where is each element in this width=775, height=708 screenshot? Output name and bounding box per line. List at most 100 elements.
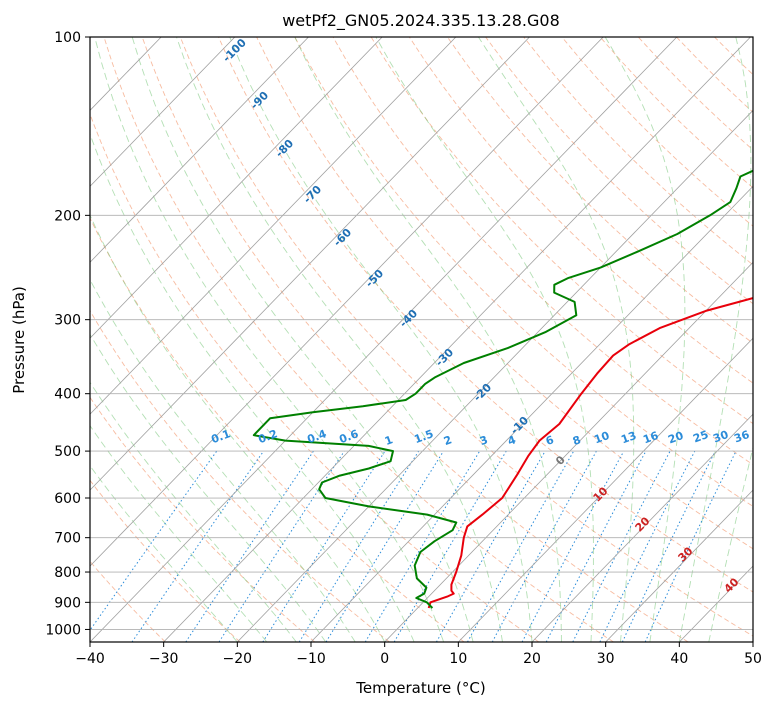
y-tick-label: 900 bbox=[54, 595, 81, 611]
moist-adiabat bbox=[604, 37, 686, 642]
moist-adiabat bbox=[229, 37, 533, 642]
mixing-ratio-label: 16 bbox=[641, 429, 660, 447]
moist-adiabat bbox=[294, 37, 562, 642]
y-tick-label: 100 bbox=[54, 30, 81, 46]
mixing-ratio-label: 25 bbox=[691, 428, 710, 445]
dry-adiabat bbox=[141, 37, 689, 642]
y-axis-label: Pressure (hPa) bbox=[10, 286, 28, 394]
isotherm bbox=[90, 37, 236, 187]
plot-frame bbox=[89, 36, 754, 643]
mixing-ratio-line bbox=[218, 450, 345, 642]
x-tick-label: 50 bbox=[744, 651, 762, 667]
moist-adiabat bbox=[94, 37, 445, 642]
y-tick-label: 300 bbox=[54, 313, 81, 329]
moist-adiabat bbox=[90, 132, 415, 642]
x-tick-label: −40 bbox=[75, 651, 105, 667]
y-tick-label: 1000 bbox=[45, 622, 81, 638]
series-line-1 bbox=[427, 297, 753, 609]
background-lines bbox=[90, 37, 753, 642]
dry-adiabat bbox=[90, 396, 315, 642]
moist-adiabat bbox=[90, 214, 386, 642]
y-tick-label: 800 bbox=[54, 565, 81, 581]
isotherm bbox=[90, 37, 678, 642]
mixing-ratio-label: 13 bbox=[619, 429, 638, 446]
isotherm bbox=[90, 37, 309, 263]
isotherm bbox=[605, 489, 753, 642]
dry-adiabat bbox=[90, 560, 166, 642]
isotherm bbox=[237, 109, 753, 642]
isotherm bbox=[90, 37, 604, 567]
moist-adiabat bbox=[90, 465, 238, 642]
mixing-ratio-label: 4 bbox=[506, 433, 518, 448]
dry-adiabat bbox=[332, 37, 753, 466]
moist-adiabat bbox=[90, 424, 268, 642]
chart-title: wetPf2_GN05.2024.335.13.28.G08 bbox=[282, 11, 560, 31]
mixing-ratio-line bbox=[185, 450, 314, 642]
grid-lines bbox=[90, 37, 753, 642]
series-line-2 bbox=[252, 169, 753, 609]
x-axis-ticks: −40 −30 −20 −10 0 10 20 30 40 50 bbox=[75, 642, 762, 667]
dry-adiabat bbox=[90, 309, 390, 642]
dry-adiabat bbox=[90, 112, 540, 642]
mixing-ratio-label: 0.1 bbox=[209, 427, 232, 446]
mixing-ratio-line bbox=[325, 450, 444, 642]
mixing-ratio-label: 0.4 bbox=[305, 427, 328, 446]
y-tick-label: 600 bbox=[54, 491, 81, 507]
x-axis-label: Temperature (°C) bbox=[355, 679, 485, 697]
mixing-ratio-label: 1 bbox=[383, 433, 395, 448]
mixing-ratio-label: 0.6 bbox=[337, 427, 360, 446]
mixing-ratio-label: 2 bbox=[442, 433, 454, 448]
x-tick-label: −30 bbox=[149, 651, 179, 667]
mixing-ratio-label: 8 bbox=[571, 433, 583, 448]
mixing-ratio-line bbox=[521, 450, 625, 642]
isotherm bbox=[90, 37, 530, 491]
mixing-ratio-label: 0.2 bbox=[256, 427, 279, 446]
moist-adiabat bbox=[478, 37, 635, 642]
profiles bbox=[252, 169, 753, 609]
x-tick-label: −20 bbox=[223, 651, 253, 667]
isotherm bbox=[531, 413, 753, 642]
dry-adiabat bbox=[256, 37, 753, 550]
x-tick-label: 10 bbox=[449, 651, 467, 667]
mixing-ratio-label: 10 bbox=[592, 429, 611, 447]
mixing-ratio-line bbox=[599, 450, 696, 642]
x-tick-label: 40 bbox=[670, 651, 688, 667]
dry-adiabat bbox=[103, 37, 614, 642]
dry-adiabat bbox=[294, 37, 753, 507]
x-tick-label: −10 bbox=[296, 651, 326, 667]
isotherm bbox=[163, 37, 751, 642]
dry-adiabat bbox=[90, 479, 241, 642]
mixing-ratio-line bbox=[467, 450, 575, 642]
moist-adiabat bbox=[90, 278, 356, 642]
mixing-ratio-label: 3 bbox=[478, 433, 490, 448]
mixing-ratio-line bbox=[262, 450, 386, 642]
dry-adiabat bbox=[447, 37, 753, 344]
mixing-ratio-label: 1.5 bbox=[412, 427, 435, 446]
isotherm bbox=[310, 185, 753, 642]
moist-adiabat bbox=[708, 445, 753, 642]
mixing-ratio-label: 20 bbox=[666, 429, 685, 447]
moist-adiabat bbox=[678, 37, 752, 642]
mixing-ratio-label: 30 bbox=[711, 428, 730, 446]
y-tick-label: 700 bbox=[54, 531, 81, 547]
x-tick-label: 20 bbox=[523, 651, 541, 667]
moist-adiabat bbox=[375, 37, 594, 642]
isotherm bbox=[384, 261, 753, 642]
isotherm bbox=[90, 37, 457, 415]
dry-adiabat bbox=[408, 37, 753, 384]
moist-adiabat bbox=[131, 37, 474, 642]
x-tick-label: 0 bbox=[380, 651, 389, 667]
mixing-ratio-line bbox=[572, 450, 671, 642]
mixing-ratio-line bbox=[131, 450, 265, 642]
mixing-ratio-label: 36 bbox=[732, 428, 751, 446]
y-tick-label: 200 bbox=[54, 208, 81, 224]
x-tick-label: 30 bbox=[597, 651, 615, 667]
isotherm bbox=[458, 337, 753, 642]
mixing-ratio-label: 6 bbox=[544, 433, 556, 448]
y-tick-label: 500 bbox=[54, 444, 81, 460]
y-tick-label: 400 bbox=[54, 387, 81, 403]
y-axis-ticks: 1000 900 800 700 600 500 400 300 200 100 bbox=[45, 30, 90, 638]
isotherm bbox=[90, 37, 383, 339]
mixing-ratio-line bbox=[90, 450, 218, 632]
